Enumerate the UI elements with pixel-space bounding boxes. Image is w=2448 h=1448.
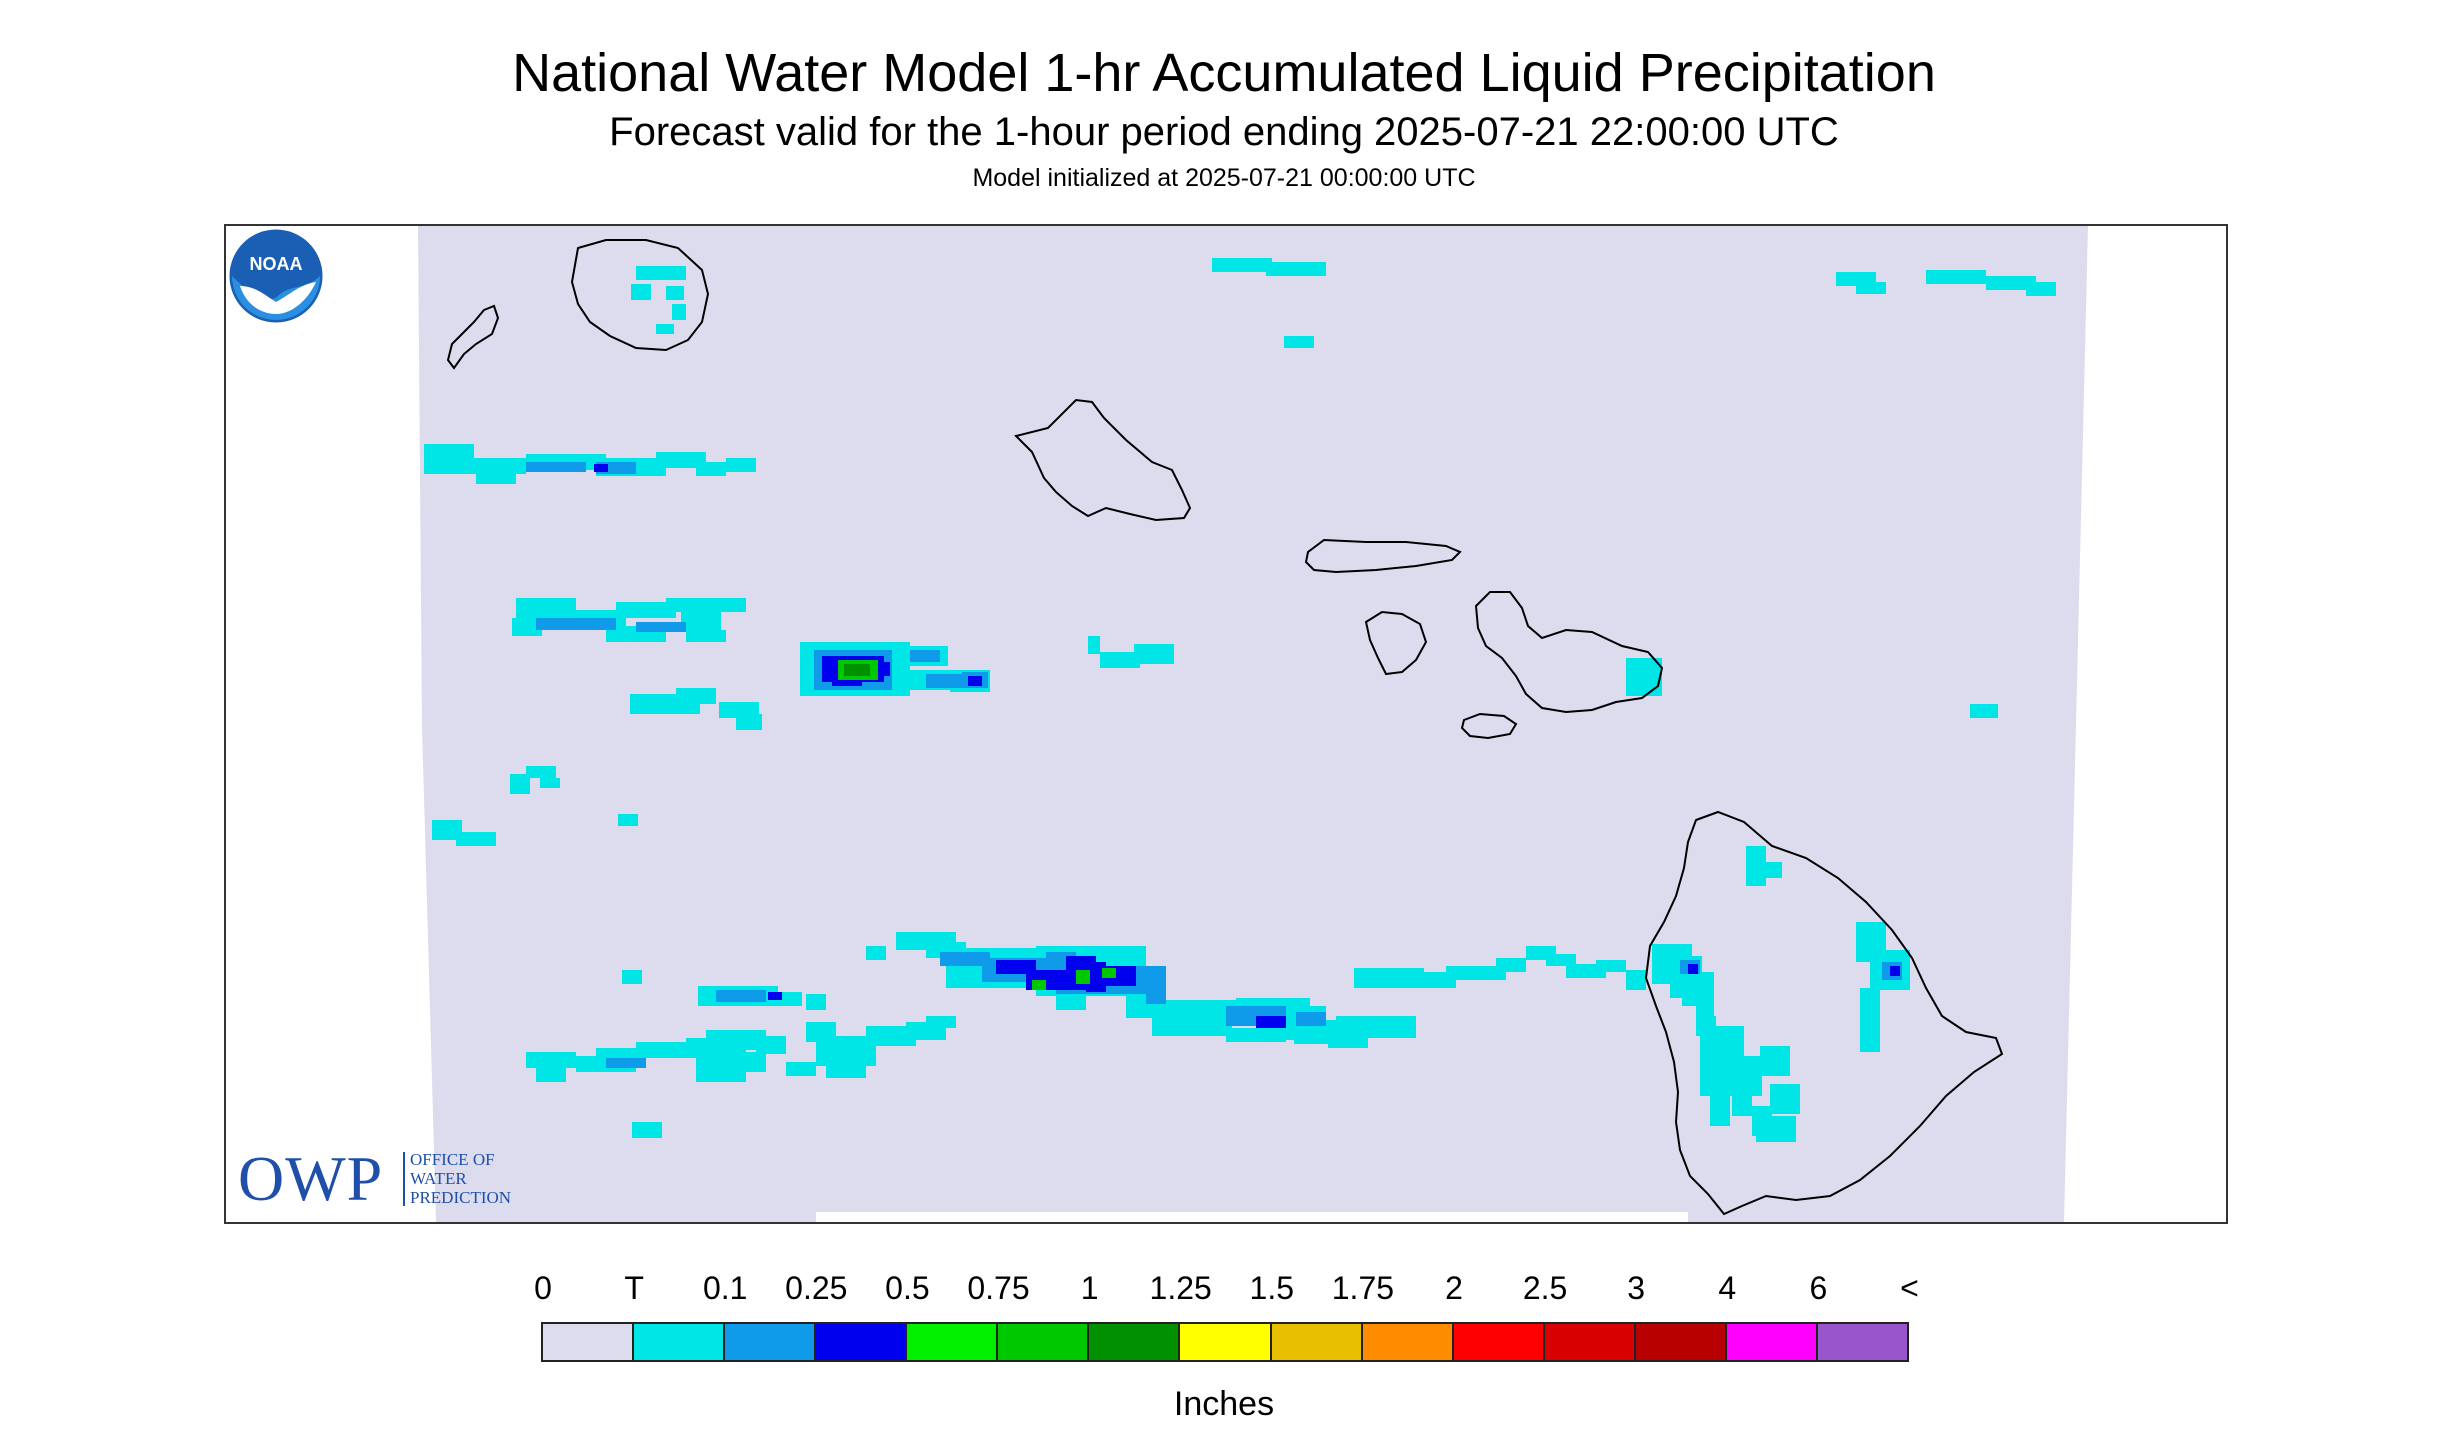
owp-line-1: OFFICE OF [410,1150,495,1169]
colorbar-tick-label: 4 [1718,1270,1737,1306]
map-title: National Water Model 1-hr Accumulated Li… [512,43,1936,103]
colorbar-tick-label: < [1900,1270,1919,1306]
model-domain [418,226,2088,1222]
colorbar-cell [1635,1324,1727,1360]
precipitation-map: OWP OFFICE OF WATER PREDICTION NOAA [224,224,2228,1224]
colorbar-tick-label: 1 [1080,1270,1099,1306]
owp-logo: OWP OFFICE OF WATER PREDICTION [238,1143,538,1214]
molokai-outline [1304,538,1462,574]
map-canvas [418,226,2088,1222]
map-subtitle: Forecast valid for the 1-hour period end… [609,110,1839,154]
colorbar-cell [634,1324,726,1360]
oahu-outline [1014,398,1192,522]
noaa-logo: NOAA [226,226,326,326]
island-outlines [446,239,2004,1216]
colorbar-cell [1726,1324,1818,1360]
colorbar-tick-label: 0.5 [885,1270,930,1306]
colorbar-tick-label: 6 [1809,1270,1828,1306]
colorbar-tick-label: 0 [534,1270,552,1306]
owp-full-name: OFFICE OF WATER PREDICTION [410,1150,511,1207]
colorbar-cell [1453,1324,1545,1360]
colorbar-cell [1089,1324,1181,1360]
colorbar-tick-label: 2 [1445,1270,1463,1306]
colorbar-cell [816,1324,908,1360]
hawaii-outline [1644,810,2004,1216]
colorbar-cell [1544,1324,1636,1360]
colorbar-cell [907,1324,999,1360]
owp-line-3: PREDICTION [410,1188,512,1207]
precip-dark-green [844,664,870,676]
colorbar-cell [1271,1324,1363,1360]
kahoolawe-outline [1460,712,1518,740]
colorbar-cell [1817,1324,1907,1360]
owp-line-2: WATER [410,1169,467,1188]
colorbar-tick-label: 0.75 [967,1270,1030,1306]
colorbar-tick-label: 3 [1627,1270,1646,1306]
colorbar-cell [1180,1324,1272,1360]
owp-divider [403,1152,405,1206]
colorbar-cell [1362,1324,1454,1360]
lanai-outline [1364,610,1428,676]
noaa-text: NOAA [250,254,303,274]
colorbar-units: Inches [1173,1385,1275,1423]
colorbar-cell [543,1324,635,1360]
colorbar-cell [725,1324,817,1360]
colorbar-tick-label: 1.25 [1149,1270,1212,1306]
colorbar-tick-label: T [624,1270,644,1306]
owp-abbrev: OWP [238,1143,384,1214]
colorbar [541,1322,1909,1362]
kauai-outline [570,239,710,352]
colorbar-tick-label: 1.75 [1331,1270,1395,1306]
niihau-outline [446,304,500,370]
colorbar-labels: 0 T 0.1 0.25 0.5 0.75 1 1.25 1.5 1.75 2 2.5 3 4 6 < [0,1270,2448,1310]
colorbar-tick-label: 0.1 [702,1270,748,1306]
colorbar-tick-label: 0.25 [785,1270,848,1306]
colorbar-cell [998,1324,1090,1360]
model-init-time: Model initialized at 2025-07-21 00:00:00… [972,164,1476,192]
maui-outline [1474,591,1664,714]
colorbar-tick-label: 2.5 [1522,1270,1568,1306]
colorbar-tick-label: 1.5 [1249,1270,1295,1306]
